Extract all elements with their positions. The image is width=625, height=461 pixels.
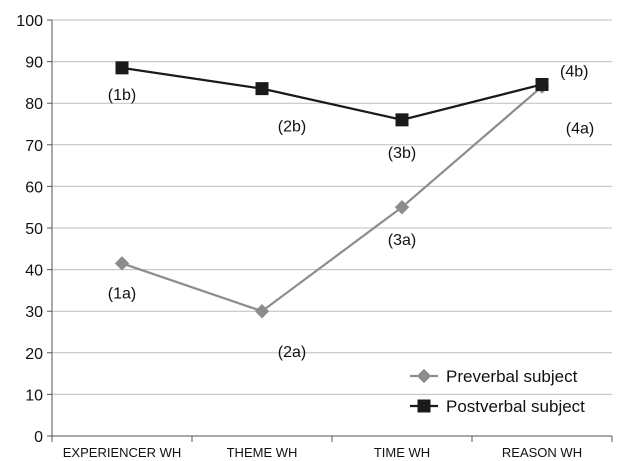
data-point-label: (4b) bbox=[560, 63, 588, 80]
y-tick-label: 70 bbox=[25, 138, 43, 155]
y-tick-label: 50 bbox=[25, 221, 43, 238]
data-point-label: (1b) bbox=[108, 87, 136, 104]
series-line-postverbal-subject bbox=[121, 66, 543, 121]
series-group bbox=[114, 61, 550, 319]
gridlines bbox=[52, 19, 612, 395]
data-point-label: (2b) bbox=[278, 119, 306, 136]
legend-square-marker bbox=[417, 399, 431, 413]
data-point-label: (4a) bbox=[566, 121, 594, 138]
y-tick-label: 80 bbox=[25, 96, 43, 113]
y-tick-label: 60 bbox=[25, 179, 43, 196]
square-marker bbox=[115, 61, 129, 75]
legend: Preverbal subject Postverbal subject bbox=[410, 367, 585, 416]
point-labels: (1a) (2a) (3a) (4a) (1b) (2b) (3b) (4b) bbox=[108, 63, 594, 361]
legend-diamond-marker bbox=[416, 368, 432, 384]
data-point-label: (1a) bbox=[108, 285, 136, 302]
y-tick-label: 90 bbox=[25, 55, 43, 72]
y-tick-label: 100 bbox=[16, 13, 43, 30]
square-marker bbox=[255, 82, 269, 96]
x-tick-label: THEME WH bbox=[227, 445, 298, 460]
y-tick-label: 0 bbox=[34, 429, 43, 446]
x-tick-label: EXPERIENCER WH bbox=[63, 445, 181, 460]
series-line-preverbal-subject bbox=[121, 85, 543, 313]
data-point-label: (2a) bbox=[278, 344, 306, 361]
diamond-marker bbox=[394, 199, 410, 215]
x-tick-label: TIME WH bbox=[374, 445, 430, 460]
y-tick-label: 30 bbox=[25, 304, 43, 321]
diamond-marker bbox=[114, 256, 130, 271]
x-axis-ticks: EXPERIENCER WH THEME WH TIME WH REASON WH bbox=[51, 436, 613, 460]
data-point-label: (3b) bbox=[388, 145, 416, 162]
square-marker bbox=[395, 113, 409, 127]
legend-label: Postverbal subject bbox=[446, 397, 585, 416]
x-tick-label: REASON WH bbox=[502, 445, 582, 460]
diamond-marker bbox=[254, 303, 270, 319]
square-marker bbox=[535, 77, 549, 91]
data-point-label: (3a) bbox=[388, 232, 416, 249]
y-tick-label: 40 bbox=[25, 263, 43, 280]
y-tick-label: 10 bbox=[25, 387, 43, 404]
y-tick-label: 20 bbox=[25, 346, 43, 363]
legend-label: Preverbal subject bbox=[446, 367, 578, 386]
y-axis-ticks: 0 10 20 30 40 50 60 70 80 90 100 bbox=[16, 13, 52, 446]
